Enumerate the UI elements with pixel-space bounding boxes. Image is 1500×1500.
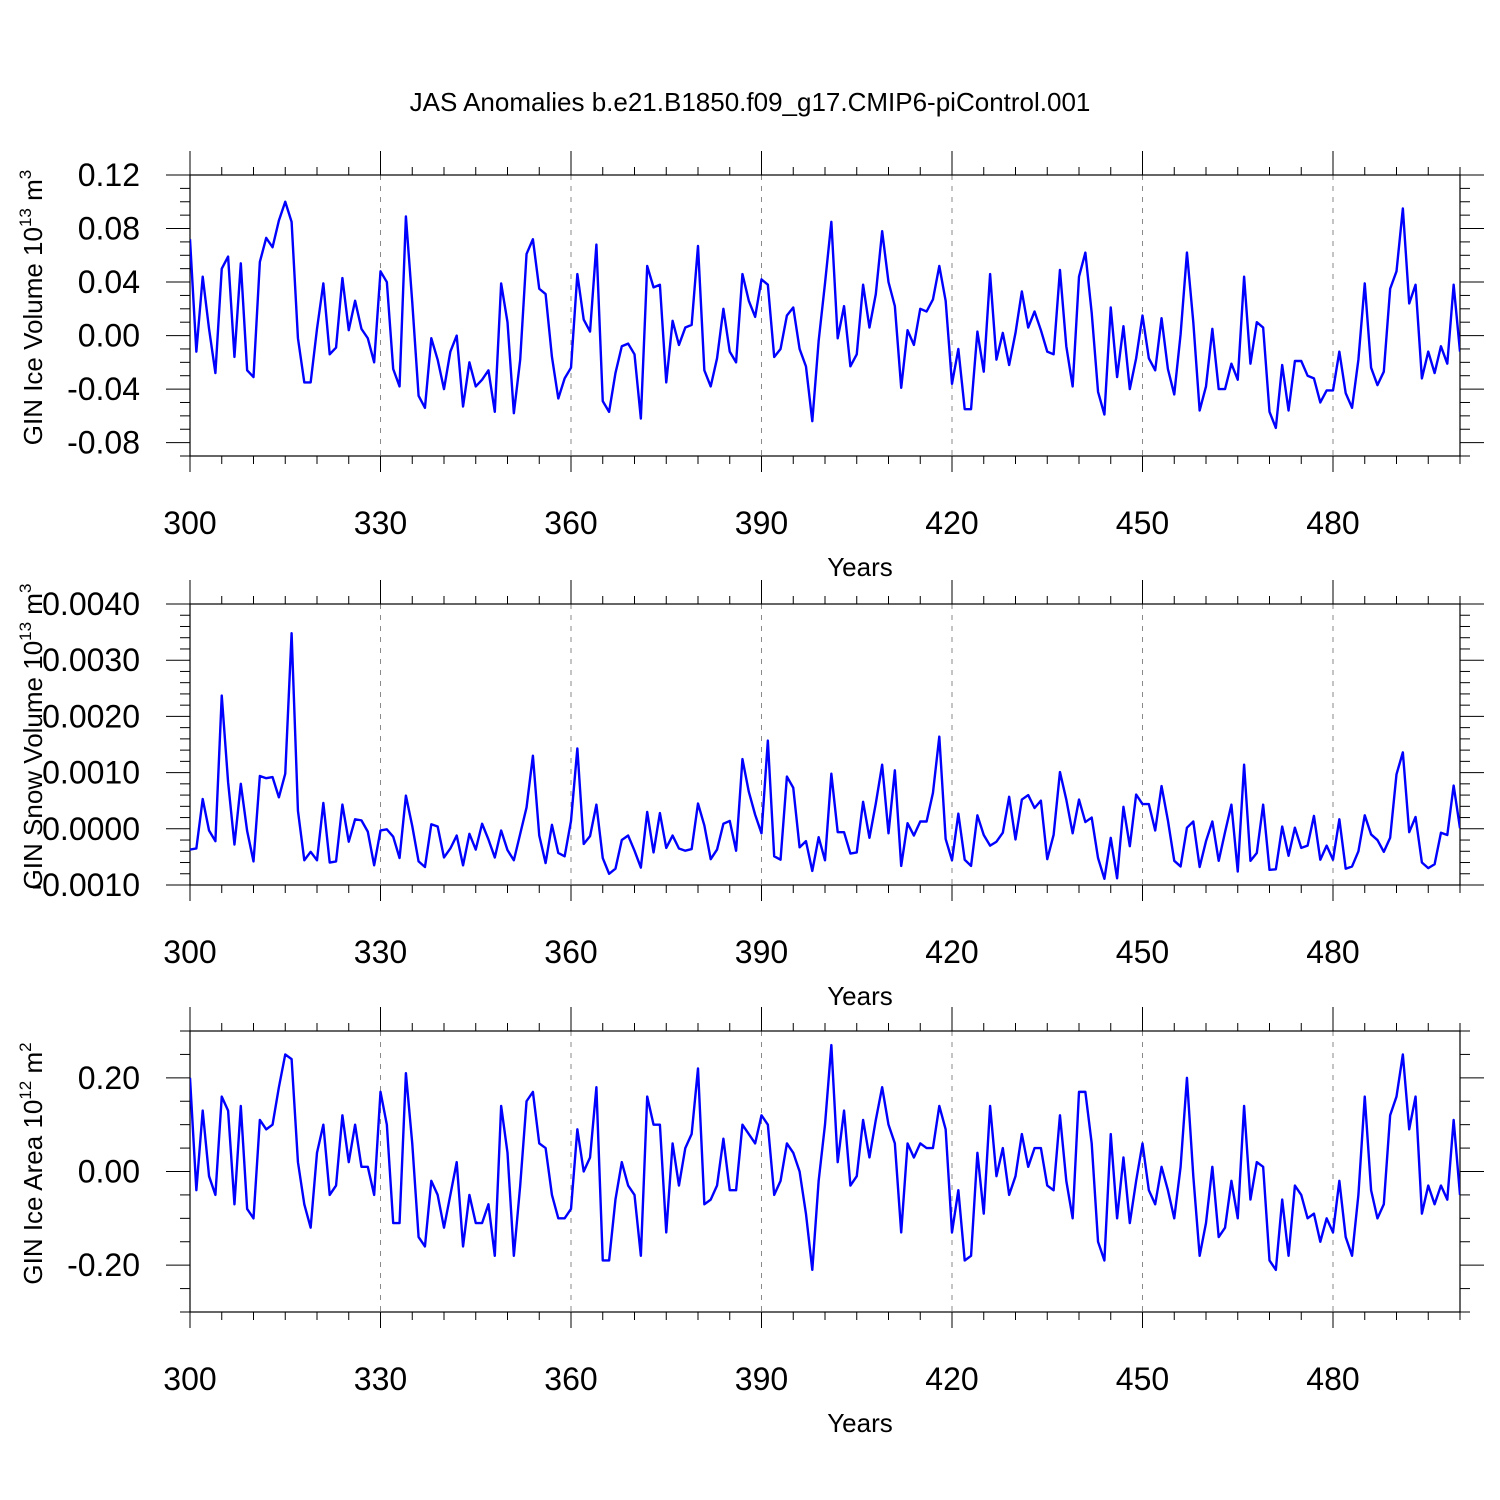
x-tick-label: 300 xyxy=(163,1361,216,1397)
plot-frame xyxy=(189,1030,1461,1313)
x-tick-label: 450 xyxy=(1116,505,1169,541)
x-tick-label: 420 xyxy=(925,1361,978,1397)
y-tick-label: 0.04 xyxy=(78,264,140,300)
y-tick-label: 0.0000 xyxy=(42,811,140,847)
x-axis-title: Years xyxy=(827,1408,893,1438)
figure-title: JAS Anomalies b.e21.B1850.f09_g17.CMIP6-… xyxy=(410,87,1091,117)
series-line xyxy=(190,200,1460,430)
x-tick-label: 360 xyxy=(544,1361,597,1397)
y-tick-label: -0.08 xyxy=(67,425,140,461)
series-line xyxy=(190,1043,1460,1272)
y-tick-label: 0.00 xyxy=(78,318,140,354)
y-tick-label: 0.08 xyxy=(78,211,140,247)
x-tick-label: 420 xyxy=(925,505,978,541)
y-tick-label: 0.20 xyxy=(78,1060,140,1096)
y-tick-label: 0.12 xyxy=(78,157,140,193)
x-tick-label: 480 xyxy=(1306,1361,1359,1397)
x-tick-label: 300 xyxy=(163,934,216,970)
x-tick-label: 330 xyxy=(354,505,407,541)
x-tick-label: 480 xyxy=(1306,505,1359,541)
series-line xyxy=(190,632,1460,881)
y-axis-title: GIN Ice Volume 1013 m3 xyxy=(16,170,48,446)
x-tick-label: 450 xyxy=(1116,1361,1169,1397)
x-tick-label: 360 xyxy=(544,505,597,541)
x-tick-label: 390 xyxy=(735,1361,788,1397)
y-axis-title: GIN Snow Volume 1013 m3 xyxy=(16,584,48,890)
y-tick-label: 0.00 xyxy=(78,1154,140,1190)
panels: 300 330 360 390 420 450 480 -0.08 -0.04 0.00 0.04 0… xyxy=(16,151,1484,1438)
plot-frame xyxy=(189,603,1461,886)
x-axis-title: Years xyxy=(827,552,893,582)
chart-panel-3: 300 330 360 390 420 450 480 -0.20 0.00 0.20 Years G… xyxy=(16,1007,1484,1438)
x-tick-label: 300 xyxy=(163,505,216,541)
x-tick-label: 390 xyxy=(735,505,788,541)
y-tick-label: 0.0020 xyxy=(42,698,140,734)
y-tick-label: 0.0010 xyxy=(42,755,140,791)
y-tick-label: -0.0010 xyxy=(31,867,140,903)
x-tick-label: 360 xyxy=(544,934,597,970)
y-tick-label: -0.20 xyxy=(67,1247,140,1283)
x-tick-label: 450 xyxy=(1116,934,1169,970)
x-axis-title: Years xyxy=(827,981,893,1011)
x-tick-label: 330 xyxy=(354,1361,407,1397)
y-tick-label: -0.04 xyxy=(67,371,140,407)
x-tick-label: 480 xyxy=(1306,934,1359,970)
chart-panel-1: 300 330 360 390 420 450 480 -0.08 -0.04 0.00 0.04 0… xyxy=(16,151,1484,582)
y-tick-label: 0.0040 xyxy=(42,586,140,622)
x-tick-label: 390 xyxy=(735,934,788,970)
plot-frame xyxy=(189,174,1461,457)
x-tick-label: 420 xyxy=(925,934,978,970)
y-tick-label: 0.0030 xyxy=(42,642,140,678)
y-axis-title: GIN Ice Area 1012 m2 xyxy=(16,1042,48,1284)
chart-panel-2: 300 330 360 390 420 450 480 -0.0010 0.0000 0.0010… xyxy=(16,580,1484,1011)
x-tick-label: 330 xyxy=(354,934,407,970)
